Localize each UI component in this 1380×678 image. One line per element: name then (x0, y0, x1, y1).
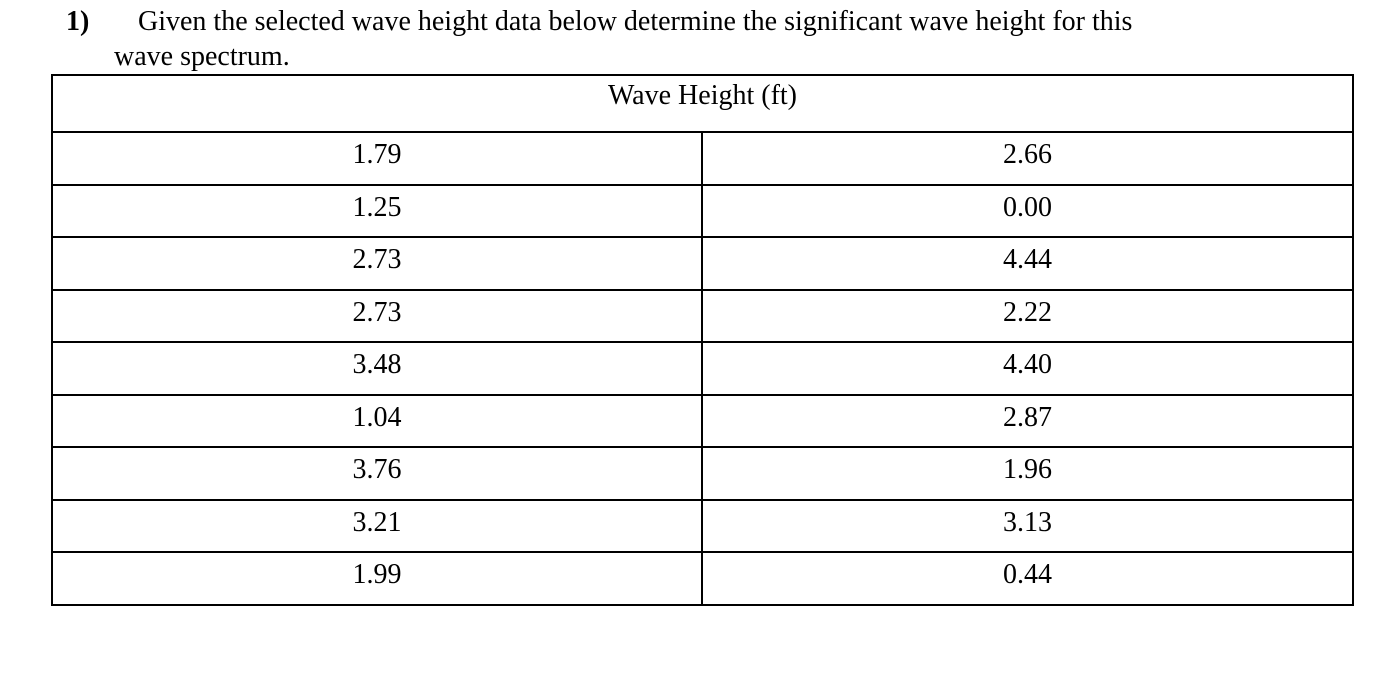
table-row: 1.79 2.66 (51, 131, 1354, 186)
table-row: 2.73 2.22 (51, 288, 1354, 343)
table-cell: 3.21 (51, 498, 703, 553)
question-number: 1) (66, 6, 90, 37)
table-cell: 2.22 (701, 288, 1354, 343)
table-row: 1.25 0.00 (51, 183, 1354, 238)
question-text-line-1: Given the selected wave height data belo… (138, 6, 1133, 37)
wave-height-table: Wave Height (ft) 1.79 2.66 1.25 0.00 2.7… (51, 74, 1354, 606)
table-cell: 0.44 (701, 551, 1354, 606)
table-header-row: Wave Height (ft) (51, 74, 1354, 133)
table-row: 1.04 2.87 (51, 393, 1354, 448)
table-cell: 2.87 (701, 393, 1354, 448)
table-row: 1.99 0.44 (51, 551, 1354, 606)
table-cell: 3.76 (51, 446, 703, 501)
question-line-1: 1) Given the selected wave height data b… (66, 4, 1356, 39)
table-cell: 2.73 (51, 236, 703, 291)
table-cell: 4.40 (701, 341, 1354, 396)
table-cell: 4.44 (701, 236, 1354, 291)
table-cell: 3.13 (701, 498, 1354, 553)
table-row: 3.48 4.40 (51, 341, 1354, 396)
table-row: 3.76 1.96 (51, 446, 1354, 501)
table-row: 3.21 3.13 (51, 498, 1354, 553)
table-cell: 2.73 (51, 288, 703, 343)
table-cell: 3.48 (51, 341, 703, 396)
table-cell: 0.00 (701, 183, 1354, 238)
table-cell: 1.96 (701, 446, 1354, 501)
table-cell: 1.04 (51, 393, 703, 448)
table-row: 2.73 4.44 (51, 236, 1354, 291)
table-cell: 1.79 (51, 131, 703, 186)
table-cell: 1.25 (51, 183, 703, 238)
table-cell: 2.66 (701, 131, 1354, 186)
table-header-wave-height: Wave Height (ft) (51, 74, 1354, 133)
table-cell: 1.99 (51, 551, 703, 606)
question-text-line-2: wave spectrum. (114, 41, 290, 72)
question-block: 1) Given the selected wave height data b… (66, 4, 1356, 72)
